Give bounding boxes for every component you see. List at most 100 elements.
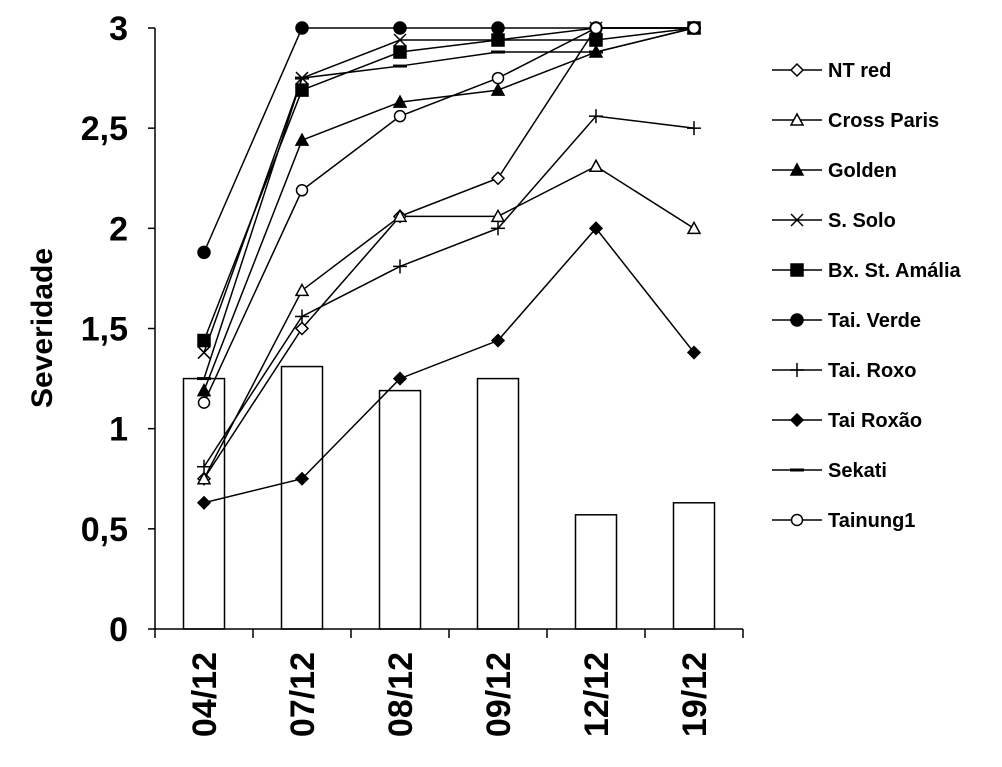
legend-marker-s-solo bbox=[790, 213, 804, 227]
legend-marker-cross-paris bbox=[789, 112, 805, 126]
legend-item-golden: Golden bbox=[772, 160, 897, 182]
point-tainung1-04-12 bbox=[197, 396, 211, 409]
point-tainung1-09-12 bbox=[491, 71, 505, 85]
y-tick-label: 2 bbox=[109, 210, 128, 248]
series-line-s-solo bbox=[203, 27, 694, 353]
point-golden-08-12 bbox=[392, 94, 408, 108]
x-tick-label: 19/12 bbox=[676, 652, 714, 737]
legend-item-s-solo: S. Solo bbox=[772, 210, 896, 232]
point-tai-roxo-04-12 bbox=[197, 459, 211, 474]
legend-label-tai-verde: Tai. Verde bbox=[828, 310, 921, 332]
legend-marker-nt-red bbox=[789, 62, 805, 78]
axes-group: 0 0,5 1 1,5 2 2,5 3 04/12 07/12 08/12 09/12 12/12 19… bbox=[81, 10, 744, 737]
point-cross-paris-19-12 bbox=[686, 220, 702, 235]
point-nt-red-09-12 bbox=[490, 171, 506, 186]
bar-08-12 bbox=[378, 389, 422, 630]
point-bx-st-amalia-08-12 bbox=[393, 45, 407, 59]
point-bx-st-amalia-04-12 bbox=[197, 333, 211, 348]
y-axis-title: Severidade bbox=[26, 248, 59, 408]
legend-item-tainung1: Tainung1 bbox=[772, 510, 915, 532]
series-line-tai-roxao bbox=[203, 227, 695, 504]
point-s-solo-08-12 bbox=[393, 33, 407, 47]
point-tai-roxao-09-12 bbox=[490, 333, 506, 348]
y-tick-label: 3 bbox=[109, 10, 128, 48]
point-tai-roxao-04-12 bbox=[196, 495, 212, 510]
point-cross-paris-07-12 bbox=[294, 282, 310, 297]
legend: NT red Cross Paris Golden S. Solo Bx. St. Am… bbox=[772, 60, 962, 532]
bar-19-12 bbox=[672, 502, 716, 630]
point-tai-roxao-19-12 bbox=[686, 345, 702, 360]
series-line-cross-paris bbox=[203, 165, 695, 480]
point-tai-verde-08-12 bbox=[393, 21, 407, 35]
legend-marker-tai-roxao bbox=[789, 412, 805, 428]
legend-label-bx-st-amalia: Bx. St. Amália bbox=[828, 260, 962, 282]
point-tai-roxo-19-12 bbox=[687, 121, 701, 136]
legend-label-tai-roxo: Tai. Roxo bbox=[828, 360, 917, 382]
legend-label-nt-red: NT red bbox=[828, 60, 891, 82]
legend-label-golden: Golden bbox=[828, 160, 897, 182]
bars-group bbox=[182, 365, 716, 630]
series-lines-group bbox=[203, 27, 695, 504]
x-tick-label: 09/12 bbox=[480, 652, 518, 737]
point-tai-verde-07-12 bbox=[295, 21, 309, 35]
point-bx-st-amalia-07-12 bbox=[295, 83, 309, 97]
point-tai-roxao-12-12 bbox=[588, 221, 604, 236]
series-line-tainung1 bbox=[203, 27, 694, 403]
y-tick-label: 0 bbox=[109, 611, 128, 649]
y-tick-label: 1,5 bbox=[81, 311, 128, 349]
y-tick-label: 2,5 bbox=[81, 110, 128, 148]
point-cross-paris-09-12 bbox=[490, 208, 506, 223]
point-s-solo-04-12 bbox=[197, 346, 211, 360]
point-golden-04-12 bbox=[196, 383, 212, 397]
point-tai-roxao-08-12 bbox=[392, 371, 408, 386]
point-tai-roxao-07-12 bbox=[294, 471, 310, 486]
point-tainung1-08-12 bbox=[393, 109, 407, 123]
series-line-tai-verde bbox=[203, 27, 694, 253]
legend-item-cross-paris: Cross Paris bbox=[772, 110, 939, 132]
point-cross-paris-04-12 bbox=[196, 471, 212, 485]
point-tai-roxo-07-12 bbox=[295, 309, 309, 324]
point-tai-roxo-12-12 bbox=[589, 109, 603, 124]
legend-item-nt-red: NT red bbox=[772, 60, 891, 82]
point-bx-st-amalia-12-12 bbox=[589, 33, 603, 47]
legend-label-cross-paris: Cross Paris bbox=[828, 110, 939, 132]
legend-label-s-solo: S. Solo bbox=[828, 210, 896, 232]
series-markers-group bbox=[196, 20, 702, 510]
point-tai-roxo-09-12 bbox=[491, 221, 505, 236]
y-tick-label: 1 bbox=[109, 411, 128, 449]
x-tick-label: 08/12 bbox=[382, 652, 420, 737]
bar-07-12 bbox=[280, 365, 324, 630]
point-bx-st-amalia-09-12 bbox=[491, 33, 505, 47]
legend-item-bx-st-amalia: Bx. St. Amália bbox=[772, 260, 962, 282]
point-cross-paris-08-12 bbox=[392, 208, 408, 223]
series-line-tai-roxo bbox=[203, 115, 695, 468]
point-nt-red-07-12 bbox=[294, 321, 310, 336]
legend-item-tai-roxao: Tai Roxão bbox=[772, 410, 922, 432]
point-cross-paris-12-12 bbox=[588, 158, 604, 172]
point-tai-verde-09-12 bbox=[491, 21, 505, 35]
legend-item-sekati: Sekati bbox=[772, 460, 887, 482]
point-tai-roxo-08-12 bbox=[393, 259, 407, 274]
series-line-bx-st-amalia bbox=[203, 27, 695, 341]
legend-label-sekati: Sekati bbox=[828, 460, 887, 482]
bar-12-12 bbox=[574, 514, 618, 630]
legend-marker-golden bbox=[789, 162, 805, 176]
point-golden-07-12 bbox=[294, 132, 310, 146]
point-tai-verde-04-12 bbox=[197, 245, 211, 260]
series-line-sekati bbox=[203, 27, 695, 379]
legend-marker-tai-roxo bbox=[790, 363, 804, 377]
legend-marker-tai-verde bbox=[790, 313, 804, 327]
legend-label-tai-roxao: Tai Roxão bbox=[828, 410, 922, 432]
point-tainung1-07-12 bbox=[295, 184, 309, 197]
legend-item-tai-verde: Tai. Verde bbox=[772, 310, 921, 332]
x-tick-label: 07/12 bbox=[284, 652, 322, 737]
point-tainung1-19-12 bbox=[687, 21, 701, 35]
legend-marker-bx-st-amalia bbox=[790, 263, 804, 277]
x-tick-label: 04/12 bbox=[186, 652, 224, 737]
y-tick-label: 0,5 bbox=[81, 511, 128, 549]
x-tick-label: 12/12 bbox=[578, 652, 616, 737]
legend-label-tainung1: Tainung1 bbox=[828, 510, 915, 532]
legend-item-tai-roxo: Tai. Roxo bbox=[772, 360, 917, 382]
legend-marker-tainung1 bbox=[790, 513, 804, 527]
